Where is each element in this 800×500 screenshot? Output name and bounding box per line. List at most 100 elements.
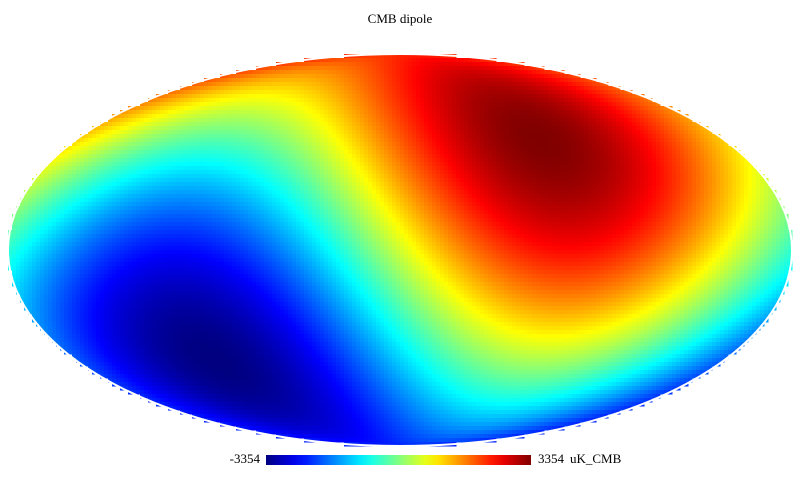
map-pixel bbox=[320, 122, 325, 127]
map-pixel bbox=[564, 158, 569, 163]
map-pixel bbox=[356, 154, 361, 159]
map-pixel bbox=[536, 94, 541, 99]
map-pixel bbox=[412, 106, 417, 111]
map-pixel bbox=[496, 102, 501, 107]
map-pixel bbox=[200, 146, 205, 151]
map-pixel bbox=[624, 98, 629, 103]
map-pixel bbox=[588, 102, 593, 107]
map-pixel bbox=[552, 166, 557, 171]
map-pixel bbox=[472, 110, 477, 115]
map-pixel bbox=[320, 70, 325, 75]
map-pixel bbox=[288, 166, 293, 171]
map-pixel bbox=[632, 162, 637, 167]
map-pixel bbox=[544, 78, 549, 83]
map-pixel bbox=[620, 98, 625, 103]
map-pixel bbox=[284, 138, 289, 143]
map-pixel bbox=[356, 150, 361, 155]
map-pixel bbox=[396, 158, 401, 163]
map-pixel bbox=[288, 62, 293, 67]
map-pixel bbox=[512, 74, 517, 79]
map-pixel bbox=[652, 130, 657, 135]
map-pixel bbox=[588, 154, 593, 159]
map-pixel bbox=[132, 166, 137, 171]
map-pixel bbox=[248, 186, 253, 191]
map-pixel bbox=[188, 138, 193, 143]
map-pixel bbox=[512, 186, 517, 191]
map-pixel bbox=[296, 70, 301, 75]
map-pixel bbox=[400, 182, 405, 187]
map-pixel bbox=[404, 166, 409, 171]
map-pixel bbox=[472, 114, 477, 119]
map-pixel bbox=[400, 146, 405, 151]
map-pixel bbox=[384, 106, 389, 111]
map-pixel bbox=[460, 90, 465, 95]
map-pixel bbox=[660, 142, 665, 147]
map-pixel bbox=[252, 178, 257, 183]
map-pixel bbox=[180, 122, 185, 127]
map-pixel bbox=[440, 194, 445, 199]
map-pixel bbox=[176, 122, 181, 127]
map-pixel bbox=[504, 174, 509, 179]
map-pixel bbox=[256, 122, 261, 127]
map-pixel bbox=[320, 158, 325, 163]
map-pixel bbox=[204, 178, 209, 183]
map-pixel bbox=[636, 178, 641, 183]
map-pixel bbox=[176, 126, 181, 131]
map-pixel bbox=[440, 62, 445, 67]
map-pixel bbox=[548, 170, 553, 175]
map-pixel bbox=[152, 146, 157, 151]
map-pixel bbox=[428, 138, 433, 143]
map-pixel bbox=[192, 162, 197, 167]
map-pixel bbox=[628, 142, 633, 147]
map-pixel bbox=[140, 178, 145, 183]
map-pixel bbox=[256, 170, 261, 175]
map-pixel bbox=[456, 190, 461, 195]
map-pixel bbox=[484, 158, 489, 163]
map-pixel bbox=[216, 114, 221, 119]
map-pixel bbox=[416, 158, 421, 163]
map-pixel bbox=[448, 102, 453, 107]
map-pixel bbox=[744, 182, 749, 187]
map-pixel bbox=[196, 166, 201, 171]
map-pixel bbox=[608, 110, 613, 115]
map-pixel bbox=[188, 178, 193, 183]
map-pixel bbox=[592, 134, 597, 139]
map-pixel bbox=[480, 118, 485, 123]
map-pixel bbox=[252, 150, 257, 155]
map-pixel bbox=[524, 182, 529, 187]
map-pixel bbox=[496, 158, 501, 163]
map-pixel bbox=[496, 114, 501, 119]
map-pixel bbox=[604, 162, 609, 167]
map-pixel bbox=[412, 142, 417, 147]
map-pixel bbox=[204, 122, 209, 127]
map-pixel bbox=[592, 82, 597, 87]
map-pixel bbox=[516, 178, 521, 183]
map-pixel bbox=[236, 166, 241, 171]
map-pixel bbox=[404, 134, 409, 139]
map-pixel bbox=[184, 158, 189, 163]
map-pixel bbox=[676, 142, 681, 147]
map-pixel bbox=[592, 130, 597, 135]
map-pixel bbox=[404, 110, 409, 115]
map-pixel bbox=[392, 138, 397, 143]
map-pixel bbox=[392, 194, 397, 199]
map-pixel bbox=[128, 166, 133, 171]
map-pixel bbox=[352, 134, 357, 139]
map-pixel bbox=[380, 138, 385, 143]
map-pixel bbox=[424, 182, 429, 187]
map-pixel bbox=[396, 142, 401, 147]
map-pixel bbox=[388, 62, 393, 67]
map-pixel bbox=[552, 94, 557, 99]
map-pixel bbox=[432, 146, 437, 151]
map-pixel bbox=[684, 142, 689, 147]
map-pixel bbox=[640, 178, 645, 183]
map-pixel bbox=[316, 122, 321, 127]
map-pixel bbox=[628, 190, 633, 195]
map-pixel bbox=[596, 170, 601, 175]
map-pixel bbox=[732, 154, 737, 159]
map-pixel bbox=[308, 94, 313, 99]
map-pixel bbox=[180, 118, 185, 123]
map-pixel bbox=[716, 142, 721, 147]
map-pixel bbox=[148, 158, 153, 163]
map-pixel bbox=[388, 146, 393, 151]
